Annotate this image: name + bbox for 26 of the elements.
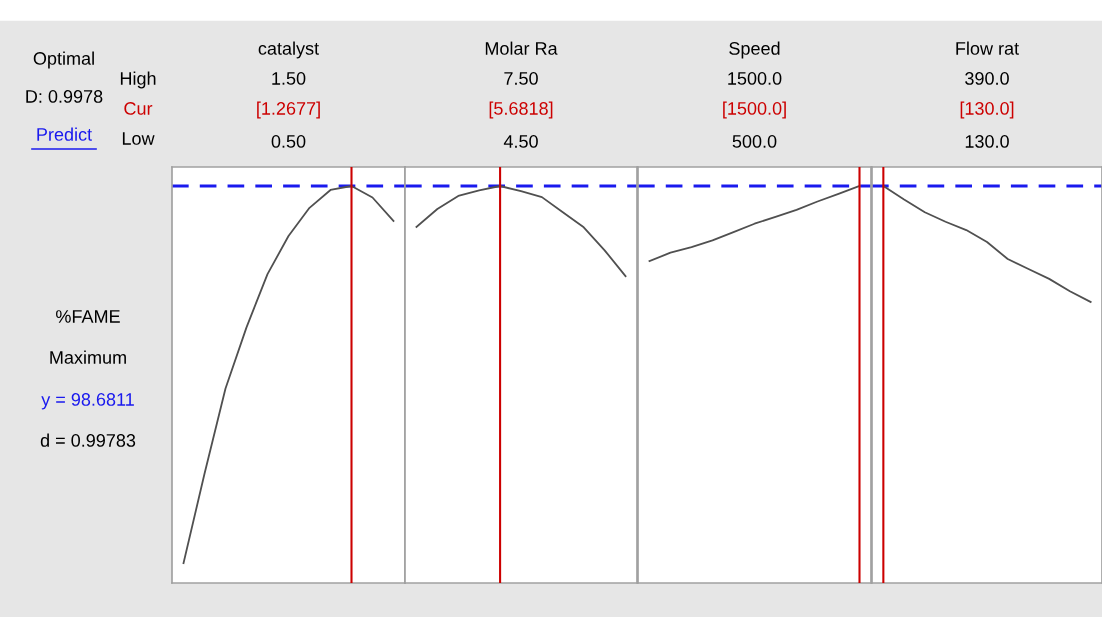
text: 4.50 [503,135,538,148]
text: 7.50 [504,72,538,85]
text: Cur [124,102,153,115]
chart-title: Flow rat [956,41,1019,55]
text: D: 0.9978 [26,90,103,103]
text: %FAME [56,310,120,323]
text: d = 0.99783 [40,433,136,447]
text: Maximum [50,350,126,364]
chart-title: Molar Ra [485,41,558,55]
chart-title: catalyst [258,41,319,59]
text: [130.0] [960,101,1014,119]
text: 390.0 [965,72,1009,85]
text: 500.0 [732,135,777,148]
text: 0.50 [271,135,306,148]
text: 130.0 [965,135,1009,148]
text: 1500.0 [728,72,782,85]
text: Predict [37,127,92,141]
text: [5.6818] [489,101,553,119]
text: Optimal [33,51,94,69]
text: High [120,71,156,89]
text: 1.50 [272,72,306,85]
text: y = 98.6811 [41,393,134,410]
text: Low [122,132,155,145]
chart-title: Speed [729,41,780,59]
text: [1.2677] [257,101,320,119]
text: [1500.0] [723,101,786,119]
